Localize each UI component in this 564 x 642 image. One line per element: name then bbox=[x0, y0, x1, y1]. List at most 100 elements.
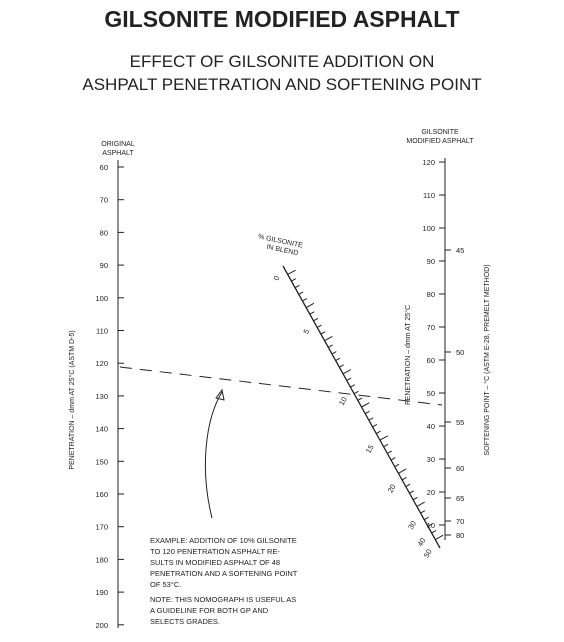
minor-tick bbox=[379, 435, 389, 441]
tick-label: 60 bbox=[100, 163, 108, 172]
axis-label: PENETRATION – dmm AT 25°C bbox=[404, 305, 412, 405]
minor-tick bbox=[409, 490, 415, 494]
minor-tick bbox=[420, 510, 426, 514]
minor-tick bbox=[435, 534, 444, 540]
minor-tick bbox=[309, 311, 315, 315]
tick-label: 50 bbox=[427, 389, 435, 398]
arrow-head bbox=[215, 388, 225, 401]
tick-label: 50 bbox=[422, 548, 434, 560]
minor-tick bbox=[405, 483, 411, 487]
minor-tick bbox=[427, 523, 433, 527]
tick-label: 80 bbox=[100, 228, 108, 237]
note-line: A GUIDELINE FOR BOTH GP AND bbox=[150, 606, 269, 615]
tick-label: 160 bbox=[95, 490, 108, 499]
minor-tick bbox=[320, 331, 326, 335]
tick-label: 100 bbox=[422, 224, 435, 233]
minor-tick bbox=[394, 463, 400, 468]
minor-tick bbox=[324, 335, 333, 342]
tick-label: 0 bbox=[272, 274, 282, 282]
tick-label: 100 bbox=[95, 294, 108, 303]
minor-tick bbox=[302, 298, 308, 302]
tick-label: 110 bbox=[423, 191, 435, 200]
minor-tick bbox=[316, 324, 322, 328]
tick-label: 170 bbox=[95, 523, 108, 532]
title: GILSONITE MODIFIED ASPHALT bbox=[104, 6, 459, 32]
tick-label: 130 bbox=[95, 392, 108, 401]
example-line: OF 53°C. bbox=[150, 580, 181, 589]
example-line: EXAMPLE: ADDITION OF 10% GILSONITE bbox=[150, 536, 297, 545]
tick-label: 120 bbox=[422, 158, 435, 167]
minor-tick bbox=[431, 530, 437, 534]
tick-label: 80 bbox=[456, 531, 464, 540]
subtitle: ASHPALT PENETRATION AND SOFTENING POINT bbox=[82, 75, 481, 94]
axis-header: ASPHALT bbox=[102, 150, 134, 157]
minor-tick bbox=[357, 397, 363, 401]
minor-tick bbox=[305, 302, 315, 309]
tick-label: 60 bbox=[456, 464, 464, 473]
axis-label: SOFTENING POINT – °C (ASTM E-28, PREMELT… bbox=[483, 264, 491, 455]
tick-label: 140 bbox=[95, 425, 108, 434]
minor-tick bbox=[398, 468, 407, 474]
example-line: TO 120 PENETRATION ASPHALT RE- bbox=[150, 547, 280, 556]
axis-header: MODIFIED ASPHALT bbox=[406, 138, 474, 145]
tick-label: 30 bbox=[406, 519, 418, 531]
minor-tick bbox=[401, 477, 407, 481]
tick-label: 55 bbox=[456, 418, 464, 427]
minor-tick bbox=[342, 369, 352, 375]
minor-tick bbox=[423, 516, 429, 521]
tick-label: 200 bbox=[95, 621, 108, 630]
minor-tick bbox=[313, 318, 319, 322]
example-line bbox=[119, 366, 443, 406]
minor-tick bbox=[412, 496, 418, 501]
minor-tick bbox=[372, 424, 378, 428]
tick-label: 80 bbox=[427, 290, 435, 299]
tick-label: 70 bbox=[100, 196, 108, 205]
example-text: EXAMPLE: ADDITION OF 10% GILSONITE TO 120… bbox=[150, 536, 298, 626]
tick-label: 110 bbox=[96, 327, 108, 336]
minor-tick bbox=[331, 351, 337, 355]
arrow bbox=[204, 391, 223, 519]
axis-header: GILSONITE bbox=[421, 129, 459, 136]
note-line: SELECTS GRADES. bbox=[150, 617, 220, 626]
tick-label: 40 bbox=[415, 536, 427, 548]
tick-label: 190 bbox=[95, 588, 108, 597]
subtitle: EFFECT OF GILSONITE ADDITION ON bbox=[130, 52, 435, 71]
minor-tick bbox=[353, 390, 359, 395]
tick-label: 65 bbox=[456, 494, 464, 503]
tick-label: 120 bbox=[95, 359, 108, 368]
minor-tick bbox=[294, 284, 300, 289]
tick-label: 15 bbox=[364, 443, 376, 455]
tick-label: 60 bbox=[427, 356, 435, 365]
minor-tick bbox=[416, 501, 425, 507]
example-line: SULTS IN MODIFIED ASPHALT OF 48 bbox=[150, 558, 280, 567]
tick-label: 20 bbox=[386, 483, 398, 495]
minor-tick bbox=[287, 269, 296, 275]
tick-label: 90 bbox=[100, 261, 108, 270]
minor-tick bbox=[350, 384, 356, 388]
minor-tick bbox=[368, 417, 374, 421]
minor-tick bbox=[390, 457, 396, 461]
minor-tick bbox=[376, 430, 381, 434]
tick-label: 30 bbox=[427, 455, 435, 464]
minor-tick bbox=[328, 344, 333, 348]
minor-tick bbox=[339, 364, 344, 368]
axis-label: PENETRATION – dmm AT 25°C (ASTM D-5) bbox=[68, 330, 76, 469]
tick-label: 40 bbox=[427, 422, 435, 431]
tick-label: 20 bbox=[427, 488, 435, 497]
axis-header: ORIGINAL bbox=[101, 141, 135, 148]
tick-label: 10 bbox=[337, 395, 349, 407]
minor-tick bbox=[361, 402, 370, 408]
tick-label: 70 bbox=[427, 323, 435, 332]
minor-tick bbox=[364, 410, 370, 415]
example-line: PENETRATION AND A SOFTENING POINT bbox=[150, 569, 298, 578]
tick-label: 50 bbox=[456, 348, 464, 357]
minor-tick bbox=[383, 443, 389, 448]
tick-label: 150 bbox=[95, 457, 108, 466]
minor-tick bbox=[387, 450, 392, 454]
note-line: NOTE: THIS NOMOGRAPH IS USEFUL AS bbox=[150, 595, 296, 604]
minor-tick bbox=[291, 278, 296, 282]
tick-label: 5 bbox=[301, 328, 311, 336]
tick-label: 45 bbox=[456, 246, 464, 255]
minor-tick bbox=[346, 377, 352, 381]
